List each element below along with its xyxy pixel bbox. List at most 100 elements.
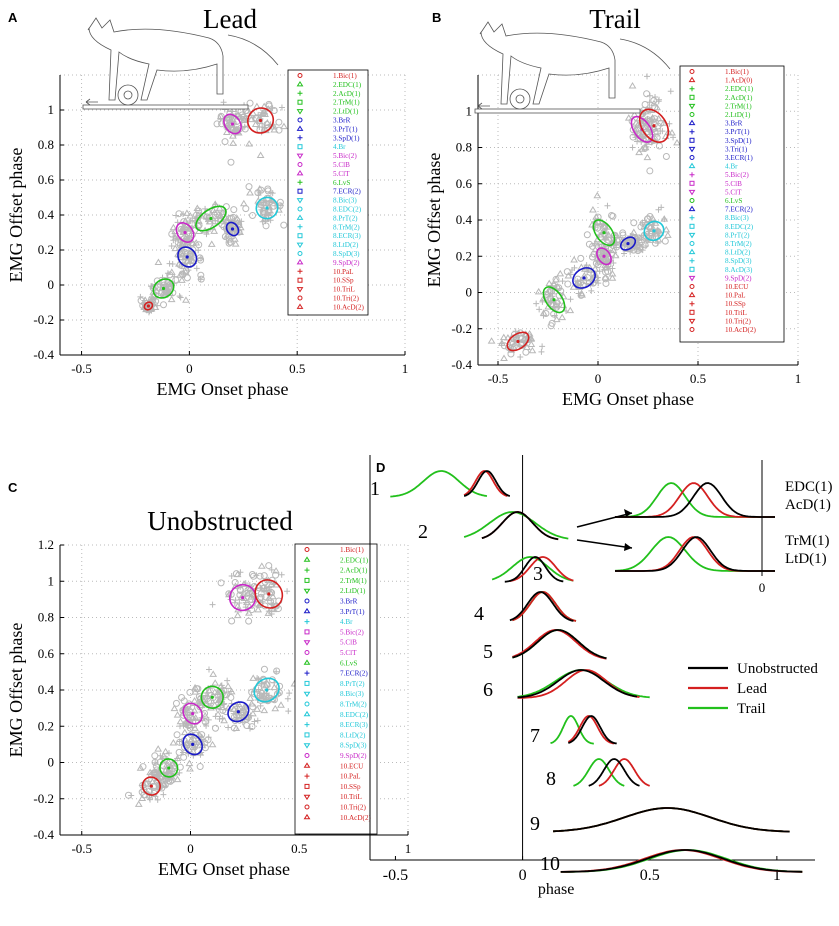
legend-entry: 8.TrM(2)	[333, 223, 360, 231]
legend-entry: 8.PrT(2)	[725, 231, 750, 239]
legend-entry: 3.Tri(1)	[725, 145, 748, 153]
legend-entry: 7.ECR(2)	[333, 188, 361, 196]
grey-point	[273, 668, 280, 675]
grey-point	[246, 188, 254, 196]
cluster-ellipse	[596, 247, 612, 266]
legend-marker	[297, 73, 303, 78]
grey-point	[189, 713, 197, 721]
grey-point	[236, 591, 244, 599]
panel-label: B	[432, 10, 441, 25]
legend-marker	[304, 680, 310, 686]
grey-point	[254, 717, 261, 724]
legend-marker	[689, 172, 695, 178]
cluster-ellipse	[227, 701, 250, 723]
grey-point	[504, 334, 512, 341]
grey-point	[668, 128, 676, 136]
grey-point	[228, 617, 236, 625]
grey-point	[552, 275, 560, 283]
grey-point	[644, 73, 651, 80]
legend-entry: 3.BrR	[333, 117, 351, 125]
legend-entry: 2.AcD(1)	[725, 94, 753, 102]
x-tick-label: 1	[402, 361, 409, 376]
grey-point	[613, 244, 620, 251]
cluster-center	[265, 206, 269, 210]
cluster-center	[652, 124, 656, 128]
cluster-ellipse	[177, 246, 198, 268]
legend-marker	[297, 251, 303, 256]
grey-point	[150, 768, 159, 776]
grey-point	[201, 712, 210, 719]
grey-point	[160, 791, 167, 798]
grey-point	[566, 306, 575, 314]
grey-point	[257, 201, 265, 208]
grey-point	[170, 237, 177, 244]
grey-point	[270, 123, 278, 130]
grey-point	[277, 701, 285, 708]
grey-point	[138, 794, 147, 801]
grey-point	[124, 791, 132, 799]
grey-point	[264, 609, 273, 616]
grey-point	[186, 765, 194, 772]
grey-point	[636, 243, 645, 250]
grey-point	[196, 763, 204, 771]
legend-entry: 8.ECR(3)	[333, 232, 361, 240]
grey-point	[563, 268, 571, 276]
grey-point	[154, 796, 161, 803]
grey-point	[185, 267, 192, 274]
legend-marker	[688, 162, 696, 169]
legend-marker	[689, 241, 695, 246]
row-label: 4	[474, 603, 484, 625]
grey-point	[634, 138, 641, 145]
density-curve	[550, 715, 594, 745]
grey-point	[203, 231, 210, 238]
direction-arrow	[477, 102, 490, 110]
legend-marker	[303, 762, 311, 768]
legend-marker	[297, 224, 303, 230]
inset-label: EDC(1)	[785, 479, 833, 495]
scatter-panel-B: B Trail -0.5 0 0.5 1 -0.4 -0.2 0 0.2 0.4 0.6 0.8 1 EMG…	[424, 4, 801, 409]
cluster-ellipse	[159, 758, 179, 778]
treadmill-belt	[82, 104, 249, 110]
scatter-panel-A: A Lead -0.5 0 0.5 1 -0.4 -0.2 0 0.2 0.4 0.6 0.8 1 EMG …	[6, 4, 408, 399]
legend-marker	[689, 155, 695, 160]
grey-point	[160, 780, 168, 788]
grey-point	[194, 738, 203, 745]
legend-entry: 10.Tri(2)	[340, 804, 366, 812]
legend-entry: 3.SpD(1)	[333, 134, 360, 142]
grey-point	[173, 775, 182, 783]
density-curve	[573, 758, 625, 787]
grey-point	[559, 278, 566, 285]
grey-point	[630, 219, 638, 227]
grey-point	[189, 251, 196, 258]
grey-point	[154, 283, 162, 291]
grey-point	[150, 770, 158, 778]
legend-entry: 8.LtD(2)	[333, 241, 359, 249]
grey-point	[257, 585, 264, 592]
grey-point	[546, 299, 553, 306]
legend-marker	[297, 295, 303, 301]
grey-point	[634, 126, 642, 134]
grey-point	[265, 102, 273, 110]
grey-point	[593, 224, 601, 232]
legend-marker	[296, 287, 304, 293]
legend-marker	[689, 129, 695, 135]
cluster-center	[236, 710, 240, 714]
legend-marker	[304, 577, 310, 583]
legend-entry: 3.SpD(1)	[725, 137, 752, 145]
grey-point	[175, 210, 183, 218]
grey-point	[263, 586, 272, 593]
x-axis-label: EMG Onset phase	[158, 859, 290, 879]
cluster-ellipse	[253, 677, 280, 703]
x-tick-label: 0	[186, 361, 193, 376]
grey-point	[222, 128, 231, 136]
legend-marker	[689, 223, 695, 229]
legend-entry: 5.ClT	[340, 649, 357, 657]
grey-point	[528, 346, 537, 354]
grey-point	[239, 199, 248, 207]
grey-point	[183, 209, 191, 216]
grey-point	[650, 97, 658, 105]
x-tick-label: 1	[795, 371, 802, 386]
grey-point	[161, 747, 170, 755]
grey-point	[172, 276, 180, 284]
grey-point	[654, 227, 663, 234]
